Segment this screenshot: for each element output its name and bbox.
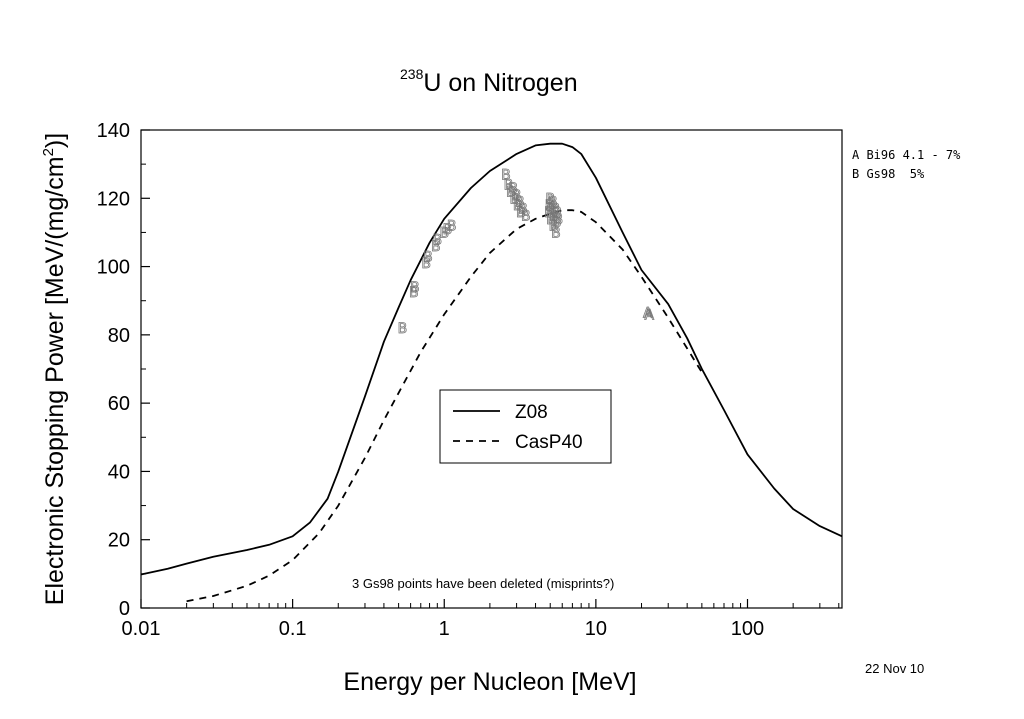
data-point-b: B xyxy=(552,205,562,221)
y-axis-title-end: )] xyxy=(41,133,69,148)
data-point-b: B xyxy=(553,212,563,228)
data-point-b: B xyxy=(409,285,419,301)
x-tick-label: 100 xyxy=(731,618,764,640)
chart-title: 238U on Nitrogen xyxy=(400,66,578,97)
x-axis-ticks: 0.01 0.1 1 10 100 xyxy=(122,599,840,640)
data-point-b: B xyxy=(443,222,453,238)
y-tick-label: 100 xyxy=(97,257,130,279)
y-axis-title-superscript: 2 xyxy=(40,148,57,156)
data-point-b: B xyxy=(516,205,526,221)
deleted-points-note: 3 Gs98 points have been deleted (misprin… xyxy=(352,576,614,591)
y-axis-title: Electronic Stopping Power [MeV/(mg/cm2)] xyxy=(40,133,69,605)
data-point-b: B xyxy=(546,212,556,228)
series-line-casp40 xyxy=(186,209,703,603)
reference-legend-b: B Gs98 5% xyxy=(852,167,925,181)
data-point-b: B xyxy=(549,208,559,224)
data-point-b: B xyxy=(544,205,554,221)
data-point-b: B xyxy=(501,167,511,183)
y-axis-title-main: Electronic Stopping Power [MeV/(mg/cm xyxy=(41,156,69,605)
data-point-b: B xyxy=(545,191,555,207)
plot-frame xyxy=(140,129,843,609)
chart-title-superscript: 238 xyxy=(400,66,424,82)
y-tick-label: 0 xyxy=(119,598,130,620)
y-tick-label: 80 xyxy=(108,325,130,347)
data-point-b: B xyxy=(551,225,561,241)
y-axis-ticks: 0 20 40 60 80 100 120 140 xyxy=(97,120,150,620)
x-tick-label: 0.01 xyxy=(122,618,161,640)
data-point-b: B xyxy=(504,178,514,194)
data-point-b: B xyxy=(423,249,433,265)
series-line-z08 xyxy=(140,142,843,576)
legend-label-casp40: CasP40 xyxy=(515,432,583,453)
x-tick-label: 10 xyxy=(585,618,607,640)
data-point-b: B xyxy=(552,215,562,231)
data-point-b: B xyxy=(439,225,449,241)
data-point-b: B xyxy=(512,188,522,204)
data-point-b: B xyxy=(433,232,443,248)
data-point-b: B xyxy=(545,198,555,214)
data-point-b: B xyxy=(510,191,520,207)
data-point-b: B xyxy=(421,256,431,272)
y-tick-label: 20 xyxy=(108,530,130,552)
data-point-b: B xyxy=(506,184,516,200)
legend-label-z08: Z08 xyxy=(515,402,548,423)
data-point-b: B xyxy=(508,181,518,197)
reference-legend-a: A Bi96 4.1 - 7% xyxy=(852,148,961,162)
y-tick-label: 140 xyxy=(97,120,130,142)
legend-box xyxy=(439,389,612,464)
data-point-b: B xyxy=(547,202,557,218)
x-tick-label: 0.1 xyxy=(279,618,307,640)
data-point-b: B xyxy=(398,321,408,337)
data-point-b: B xyxy=(410,280,420,296)
x-tick-label: 1 xyxy=(439,618,450,640)
data-point-b: B xyxy=(548,195,558,211)
date-stamp: 22 Nov 10 xyxy=(865,661,924,676)
y-tick-label: 120 xyxy=(97,188,130,210)
data-point-b: B xyxy=(518,202,528,218)
data-point-b: B xyxy=(550,202,560,218)
data-point-b: B xyxy=(515,195,525,211)
data-point-b: B xyxy=(549,219,559,235)
y-tick-label: 40 xyxy=(108,461,130,483)
data-point-a: A xyxy=(643,306,653,322)
data-point-a: A xyxy=(644,307,654,323)
data-point-b: B xyxy=(447,219,457,235)
chart-title-main: U on Nitrogen xyxy=(423,69,577,97)
data-point-b: B xyxy=(431,239,441,255)
legend: Z08 CasP40 xyxy=(439,389,612,464)
data-point-b: B xyxy=(521,208,531,224)
series-group xyxy=(140,142,843,603)
y-tick-label: 60 xyxy=(108,393,130,415)
x-axis-title: Energy per Nucleon [MeV] xyxy=(343,668,636,696)
data-point-b: B xyxy=(513,198,523,214)
